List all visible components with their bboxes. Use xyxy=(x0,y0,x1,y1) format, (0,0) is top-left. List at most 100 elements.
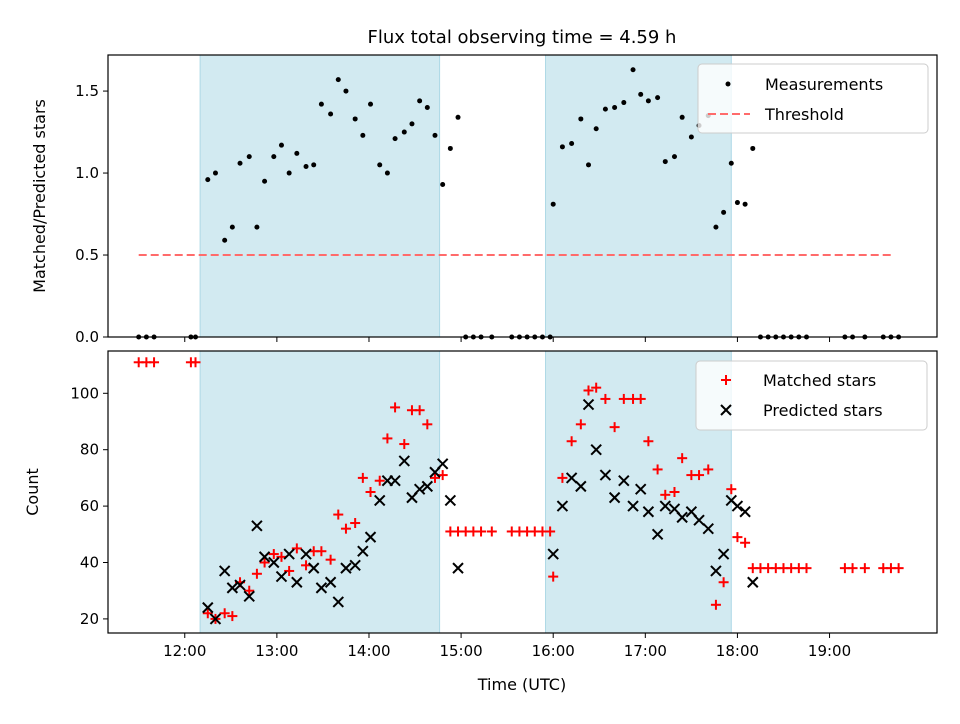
y-tick-label: 80 xyxy=(80,441,99,459)
top-x-ticks xyxy=(184,337,831,342)
legend-measurements-marker xyxy=(725,81,731,87)
matched-star-point xyxy=(718,577,729,588)
x-tick-label: 12:00 xyxy=(163,642,206,660)
predicted-star-point xyxy=(565,472,578,484)
predicted-star-point xyxy=(702,522,714,535)
measurement-point xyxy=(679,114,685,120)
measurement-point xyxy=(417,98,423,104)
predicted-star-point xyxy=(275,570,288,583)
top-legend-box xyxy=(697,63,929,134)
matched-star-point xyxy=(600,393,611,404)
x-tick-label: 19:00 xyxy=(808,642,851,660)
y-tick-label: 0.0 xyxy=(75,328,99,346)
matched-star-point xyxy=(190,357,201,368)
measurement-point xyxy=(688,134,694,140)
measurement-point xyxy=(621,100,627,106)
matched-star-point xyxy=(660,489,671,500)
measurement-point xyxy=(569,141,575,147)
y-tick-label: 1.0 xyxy=(75,164,99,182)
x-axis-label: Time (UTC) xyxy=(477,675,566,694)
top-shaded-intervals xyxy=(199,54,732,338)
matched-star-point xyxy=(694,470,705,481)
legend-predicted-cross xyxy=(720,404,732,416)
x-tick-label: 13:00 xyxy=(255,642,298,660)
predicted-star-point xyxy=(582,398,595,411)
matched-star-point xyxy=(251,568,262,579)
predicted-star-point xyxy=(627,500,639,512)
predicted-stars-points xyxy=(202,398,759,625)
top-panel: 0.0 0.5 1.0 1.5 Matched/Predicted stars Mea… xyxy=(30,54,938,346)
bottom-plot-frame xyxy=(107,350,938,634)
measurement-point xyxy=(303,163,309,169)
predicted-star-point xyxy=(300,548,312,560)
measurement-point xyxy=(294,150,300,156)
predicted-star-point xyxy=(421,480,434,493)
measurement-point xyxy=(335,77,341,83)
predicted-star-point xyxy=(642,506,655,518)
predicted-star-point xyxy=(258,551,271,563)
measurement-point xyxy=(602,106,608,112)
matched-star-point xyxy=(316,546,327,557)
predicted-star-point xyxy=(324,576,337,588)
measurement-point xyxy=(742,201,748,207)
measurement-point xyxy=(586,162,592,168)
matched-star-point xyxy=(732,532,743,543)
matched-star-point xyxy=(486,526,497,537)
x-tick-label: 14:00 xyxy=(347,642,390,660)
predicted-star-point xyxy=(234,579,246,591)
matched-star-point xyxy=(566,436,577,447)
predicted-star-point xyxy=(283,548,295,560)
y-tick-label: 1.5 xyxy=(75,82,99,100)
measurement-point xyxy=(424,104,430,110)
predicted-star-point xyxy=(332,596,344,608)
measurement-point xyxy=(671,154,677,160)
matched-star-point xyxy=(227,611,238,622)
measurement-point xyxy=(713,224,719,230)
matched-star-point xyxy=(583,385,594,396)
matched-star-point xyxy=(557,472,568,483)
predicted-star-point xyxy=(315,582,328,594)
predicted-star-point xyxy=(444,494,457,507)
measurement-point xyxy=(638,91,644,97)
x-tick-label: 16:00 xyxy=(532,642,575,660)
matched-star-point xyxy=(740,537,751,548)
predicted-star-point xyxy=(556,500,569,512)
measurement-point xyxy=(377,162,383,168)
predicted-star-point xyxy=(436,458,449,470)
predicted-star-point xyxy=(739,506,751,518)
measurement-point xyxy=(655,95,661,101)
predicted-star-point xyxy=(608,491,621,504)
measurement-point xyxy=(368,101,374,107)
predicted-star-point xyxy=(202,601,214,614)
matched-star-point xyxy=(414,405,425,416)
chart-title: Flux total observing time = 4.59 h xyxy=(368,27,677,48)
matched-star-point xyxy=(643,436,654,447)
measurement-point xyxy=(212,170,218,176)
matched-star-point xyxy=(365,487,376,497)
matched-star-point xyxy=(710,599,721,610)
measurement-point xyxy=(352,116,358,122)
predicted-star-point xyxy=(243,590,255,603)
matched-star-point xyxy=(244,585,255,596)
measurement-point xyxy=(593,126,599,132)
measurement-point xyxy=(455,114,461,120)
matched-star-point xyxy=(399,439,410,450)
matched-star-point xyxy=(847,563,858,574)
measurement-point xyxy=(559,144,565,150)
legend-predicted-marker xyxy=(720,404,732,416)
measurement-point xyxy=(409,121,415,127)
top-plot-frame xyxy=(107,54,938,338)
matched-star-point xyxy=(548,571,559,582)
measurement-point xyxy=(278,142,284,148)
predicted-star-point xyxy=(717,548,730,560)
measurement-point xyxy=(262,178,268,184)
bottom-y-ticks: 20 40 60 80 100 xyxy=(70,384,108,628)
measurement-point xyxy=(734,200,740,206)
top-legend: Measurements Threshold xyxy=(697,63,929,134)
predicted-star-point xyxy=(676,511,688,524)
measurement-point xyxy=(392,136,398,142)
x-tick-label: 18:00 xyxy=(716,642,759,660)
matched-star-point xyxy=(374,475,385,486)
measurement-point xyxy=(343,88,349,94)
